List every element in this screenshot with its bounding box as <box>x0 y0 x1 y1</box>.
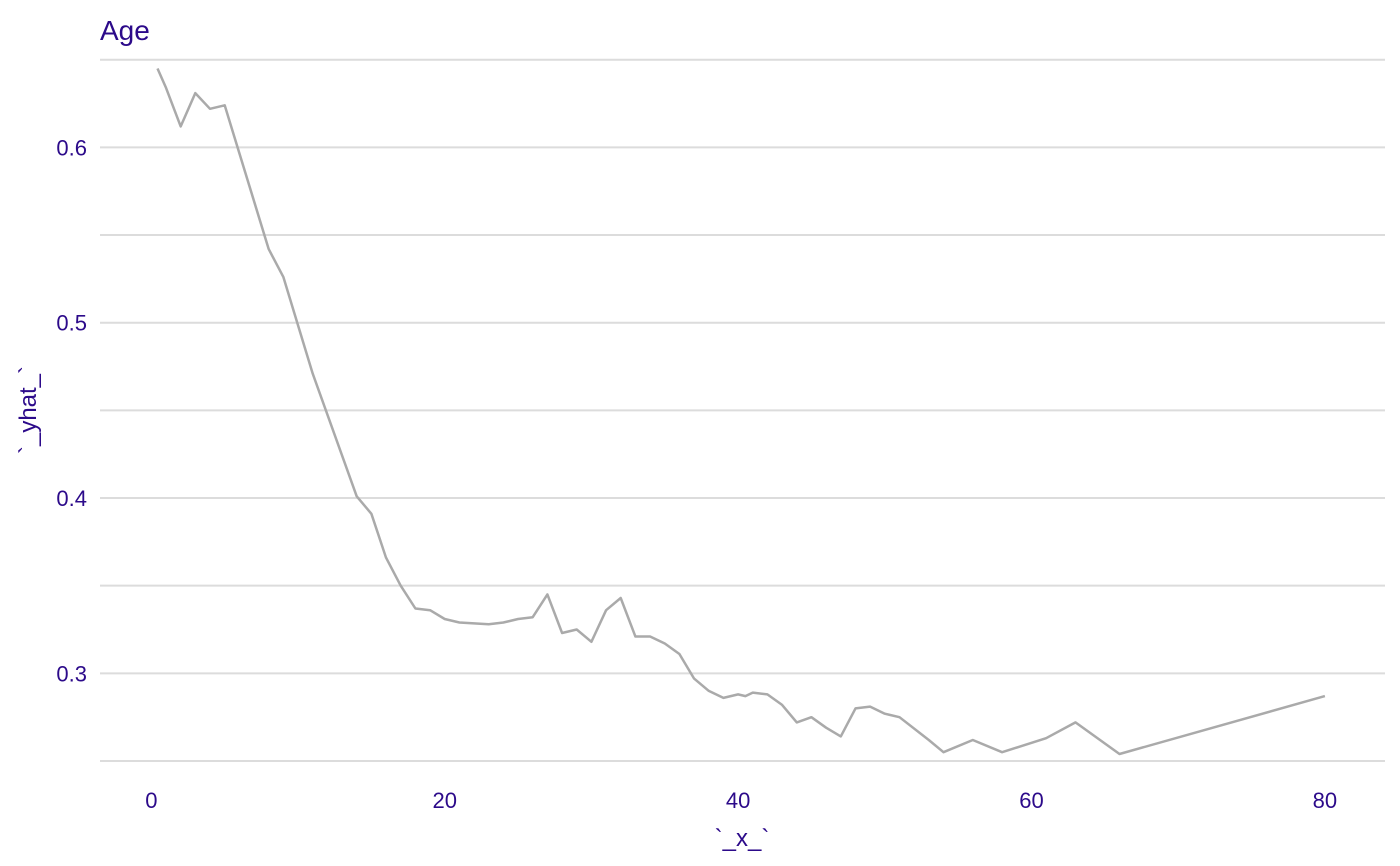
x-tick-label: 0 <box>145 788 157 813</box>
x-tick-label: 20 <box>432 788 456 813</box>
x-tick-label: 80 <box>1313 788 1337 813</box>
y-tick-label: 0.6 <box>56 135 87 160</box>
y-tick-label: 0.3 <box>56 661 87 686</box>
x-tick-label: 40 <box>726 788 750 813</box>
gridlines <box>100 58 1385 762</box>
tick-labels: 0.3 0.4 0.5 0.6 0 20 40 60 80 <box>56 135 1337 813</box>
x-tick-label: 60 <box>1019 788 1043 813</box>
y-tick-label: 0.4 <box>56 486 87 511</box>
y-axis-title: `_yhat_` <box>15 366 42 454</box>
chart-title: Age <box>100 15 150 46</box>
x-axis-title: `_x_` <box>715 825 770 852</box>
y-tick-label: 0.5 <box>56 311 87 336</box>
series-line <box>156 67 1326 756</box>
series-layer <box>156 67 1326 756</box>
